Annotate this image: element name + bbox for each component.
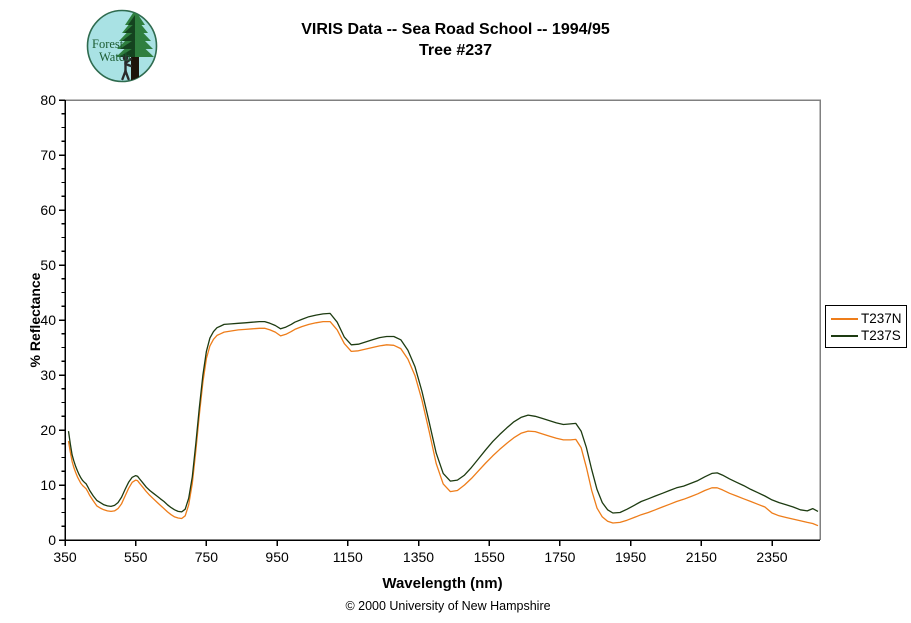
- y-tick-label: 10: [40, 477, 56, 493]
- x-tick-label: 1350: [403, 549, 434, 565]
- series-line-t237n: [67, 320, 819, 527]
- y-axis-title: % Reflectance: [27, 272, 43, 368]
- y-tick-label: 60: [40, 202, 56, 218]
- x-tick-label: 1550: [474, 549, 505, 565]
- copyright-text: © 2000 University of New Hampshire: [345, 599, 551, 613]
- legend-entry-t237n: T237N: [831, 310, 906, 327]
- y-tick-label: 80: [40, 92, 56, 108]
- axis-lines: [64, 100, 820, 541]
- x-tick-label: 950: [265, 549, 289, 565]
- y-tick-label: 30: [40, 367, 56, 383]
- logo-text-watch: Watch: [99, 50, 131, 64]
- y-tick-label: 40: [40, 312, 56, 328]
- x-tick-label: 350: [53, 549, 77, 565]
- plot-border: [65, 99, 821, 540]
- logo-tree-icon: [116, 10, 154, 81]
- x-tick-label: 750: [195, 549, 219, 565]
- x-tick-label: 1150: [333, 549, 363, 565]
- y-tick-label: 70: [40, 147, 56, 163]
- x-tick-label: 1950: [615, 549, 646, 565]
- legend-entry-t237s: T237S: [831, 327, 906, 344]
- legend-line-sample-t237s: [831, 334, 858, 337]
- chart-title: VIRIS Data -- Sea Road School -- 1994/95: [301, 21, 610, 38]
- person-figure-icon: [121, 55, 133, 81]
- y-tick-label: 20: [40, 422, 56, 438]
- chart-subtitle: Tree #237: [419, 42, 492, 59]
- series-line-t237s: [67, 312, 819, 514]
- x-tick-label: 2150: [686, 549, 717, 565]
- x-tick-label: 550: [124, 549, 148, 565]
- legend: T237N T237S: [825, 305, 907, 348]
- x-tick-label: 2350: [756, 549, 787, 565]
- legend-label-t237s: T237S: [861, 328, 901, 343]
- legend-line-sample-t237n: [831, 317, 858, 320]
- x-tick-label: 1750: [544, 549, 575, 565]
- x-axis-title: Wavelength (nm): [382, 575, 503, 592]
- tree-trunk: [131, 35, 139, 81]
- logo-text-forest: Forest: [92, 37, 124, 51]
- y-tick-label: 0: [48, 532, 56, 548]
- y-tick-label: 50: [40, 257, 56, 273]
- forest-watch-logo: Forest Watch: [86, 9, 158, 83]
- legend-label-t237n: T237N: [861, 311, 902, 326]
